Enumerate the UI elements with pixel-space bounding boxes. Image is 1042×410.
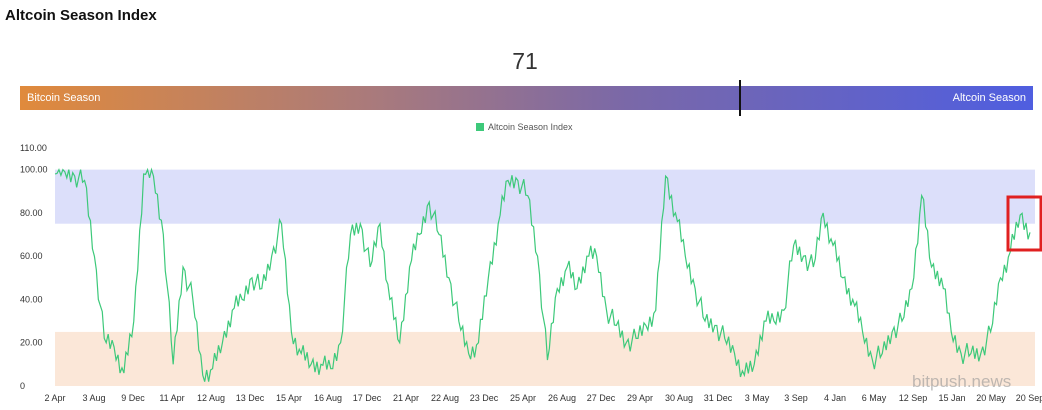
x-tick-label: 31 Dec	[704, 393, 733, 403]
legend-swatch	[476, 123, 484, 131]
x-tick-label: 6 May	[862, 393, 887, 403]
y-tick-label: 20.00	[20, 338, 43, 348]
x-tick-label: 30 Aug	[665, 393, 693, 403]
x-tick-label: 23 Dec	[470, 393, 499, 403]
x-tick-label: 13 Dec	[236, 393, 265, 403]
x-tick-label: 21 Apr	[393, 393, 419, 403]
watermark: bitpush.news	[912, 372, 1012, 391]
x-tick-label: 12 Aug	[197, 393, 225, 403]
chart-legend[interactable]: Altcoin Season Index	[476, 122, 573, 132]
highlight-box	[1006, 195, 1042, 252]
altcoin-season-label: Altcoin Season	[952, 92, 1026, 104]
x-tick-label: 20 Sep	[1016, 393, 1042, 403]
x-tick-label: 15 Jan	[938, 393, 965, 403]
x-tick-label: 3 May	[745, 393, 770, 403]
x-tick-label: 29 Apr	[627, 393, 653, 403]
index-series-line	[54, 167, 1031, 382]
x-tick-label: 4 Jan	[824, 393, 846, 403]
x-tick-label: 26 Aug	[548, 393, 576, 403]
y-tick-label: 100.00	[20, 165, 48, 175]
x-tick-label: 25 Apr	[510, 393, 536, 403]
x-tick-label: 20 May	[976, 393, 1006, 403]
x-tick-label: 2 Apr	[44, 393, 65, 403]
x-tick-label: 15 Apr	[276, 393, 302, 403]
y-tick-label: 60.00	[20, 251, 43, 261]
bitcoin-season-label: Bitcoin Season	[27, 92, 101, 104]
legend-label: Altcoin Season Index	[488, 122, 573, 132]
y-tick-label: 0	[20, 381, 25, 391]
current-value-marker	[739, 80, 741, 116]
x-tick-label: 3 Sep	[784, 393, 808, 403]
x-tick-label: 22 Aug	[431, 393, 459, 403]
x-tick-label: 27 Dec	[587, 393, 616, 403]
page-title: Altcoin Season Index	[5, 7, 157, 24]
current-index-value: 71	[512, 48, 538, 74]
y-tick-label: 110.00	[20, 143, 47, 153]
x-tick-label: 17 Dec	[353, 393, 382, 403]
x-tick-label: 12 Sep	[899, 393, 928, 403]
x-tick-label: 3 Aug	[82, 393, 105, 403]
x-tick-label: 9 Dec	[121, 393, 145, 403]
y-tick-label: 80.00	[20, 208, 43, 218]
altcoin-season-band	[55, 169, 1035, 224]
y-tick-label: 40.00	[20, 294, 43, 304]
x-tick-label: 16 Aug	[314, 393, 342, 403]
x-tick-label: 11 Apr	[159, 393, 184, 403]
season-gradient-bar: Bitcoin Season Altcoin Season	[20, 86, 1033, 110]
